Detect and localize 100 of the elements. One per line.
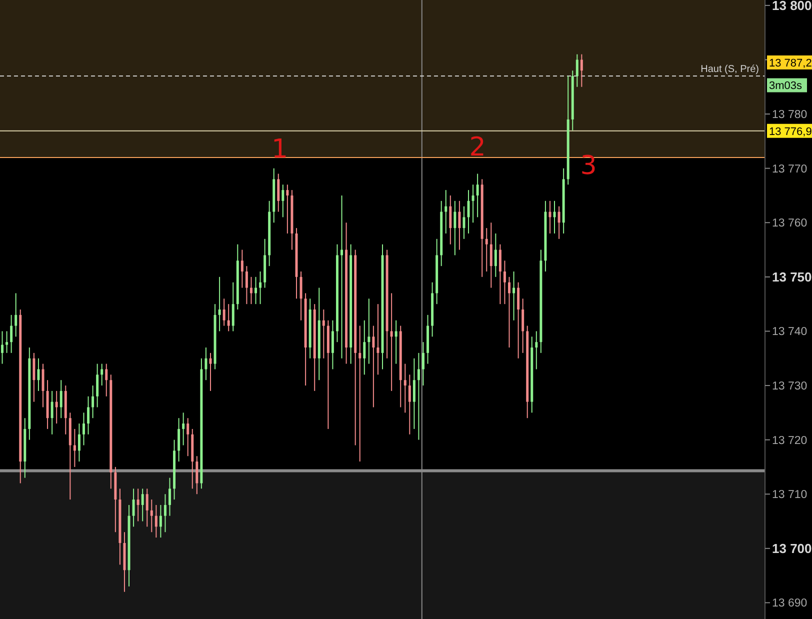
candlestick: [1, 330, 4, 364]
candlestick: [422, 342, 424, 386]
candlestick: [73, 428, 76, 468]
candlestick: [78, 423, 80, 462]
candlestick: [417, 352, 420, 440]
candlestick: [245, 266, 248, 305]
candlestick: [32, 352, 36, 402]
candlestick: [503, 260, 506, 305]
y-tick-label: 13 800: [772, 0, 812, 13]
candlestick: [250, 276, 252, 305]
candlestick: [132, 488, 135, 528]
candlestick: [553, 200, 556, 234]
candlestick: [60, 380, 62, 419]
candlestick: [467, 190, 470, 234]
candlestick: [55, 390, 58, 424]
candlestick: [105, 363, 108, 397]
candlestick: [363, 320, 366, 376]
candlestick: [100, 363, 104, 386]
candlestick: [458, 200, 461, 250]
candlestick: [6, 330, 8, 354]
y-tick-label: 13 700: [772, 540, 812, 556]
candlestick: [82, 412, 85, 446]
candlestick: [186, 418, 190, 457]
candlestick: [372, 325, 375, 408]
candlestick: [159, 504, 162, 538]
candlestick: [277, 173, 280, 212]
candlestick: [558, 206, 560, 240]
y-tick-label: 13 770: [772, 163, 808, 176]
y-tick-label: 13 780: [772, 109, 808, 122]
candlestick: [92, 385, 94, 419]
candlestick: [512, 270, 516, 321]
candlestick: [340, 194, 344, 359]
candlestick: [50, 390, 54, 435]
text: 13 787,2: [769, 57, 812, 70]
ref-line-label: Haut (S, Pré): [700, 64, 759, 76]
candlestick: [490, 222, 492, 288]
candlestick: [517, 282, 520, 359]
candlestick: [368, 298, 370, 364]
candlestick: [548, 200, 552, 234]
candlestick: [37, 358, 40, 392]
y-tick-label: 13 710: [772, 489, 808, 502]
candlestick: [286, 184, 289, 234]
candlestick: [462, 206, 466, 240]
candlestick: [10, 314, 13, 354]
candlestick: [522, 298, 524, 354]
candlestick: [535, 330, 538, 370]
candlestick: [390, 292, 393, 392]
candlestick: [232, 282, 234, 332]
candlestick: [476, 173, 479, 218]
candlestick: [164, 494, 166, 533]
candlestick: [358, 325, 362, 462]
text: 3m03s: [769, 80, 803, 92]
y-tick-label: 13 760: [772, 218, 808, 230]
candlestick: [576, 54, 578, 88]
candlestick: [454, 200, 456, 256]
candlestick: [412, 358, 416, 430]
candlestick: [87, 396, 90, 435]
candlestick: [136, 488, 140, 522]
candlestick: [218, 276, 221, 332]
candlestick: [394, 320, 398, 364]
candlestick: [472, 184, 474, 224]
candlestick: [178, 418, 180, 462]
candlestick: [331, 320, 334, 370]
y-tick-label: 13 740: [772, 326, 808, 338]
candlestick: [96, 363, 99, 408]
ref-line-label: 13 776,9: [769, 126, 812, 138]
candlestick: [494, 232, 497, 278]
candlestick: [146, 488, 148, 528]
candlestick: [404, 363, 406, 414]
candlestick: [240, 249, 244, 288]
candlestick: [168, 477, 171, 516]
candlestick: [376, 304, 380, 376]
candlestick: [282, 184, 284, 218]
candlestick: [14, 292, 18, 338]
candlestick: [222, 298, 226, 326]
candlestick: [485, 228, 488, 272]
candlestick: [322, 309, 325, 359]
candlestick: [196, 456, 198, 495]
y-tick-label: 13 720: [772, 434, 808, 447]
candlestick: [449, 194, 452, 245]
candlestick: [300, 270, 302, 321]
candlestick: [508, 276, 510, 348]
candlestick: [209, 352, 212, 392]
annotation: 3: [580, 151, 597, 182]
y-tick-label: 13 730: [772, 380, 808, 393]
annotation: 2: [469, 132, 486, 163]
annotation: 1: [271, 134, 288, 164]
y-tick-label: 13 750: [772, 269, 812, 284]
candlestick: [408, 374, 411, 435]
candlestick: [580, 54, 583, 88]
candlestick: [498, 244, 502, 305]
candlestick: [182, 412, 185, 446]
candlestick: [259, 270, 262, 305]
candlestick: [150, 499, 153, 533]
candlestick: [444, 190, 448, 234]
candlestick: [227, 304, 230, 332]
candlestick: [154, 504, 158, 538]
candlestick: [204, 347, 208, 381]
candlestick: [254, 276, 257, 305]
candlestick: [141, 488, 144, 522]
